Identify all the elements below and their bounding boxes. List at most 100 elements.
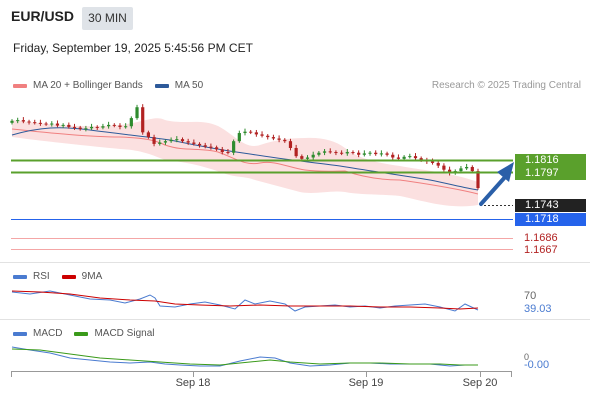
- ma50-swatch: [154, 83, 169, 88]
- candle-body: [21, 120, 25, 122]
- candle-body: [328, 151, 332, 153]
- candle-body: [459, 168, 463, 172]
- candle-body: [283, 139, 287, 142]
- candle-body: [146, 132, 150, 138]
- candle-body: [288, 141, 293, 148]
- candle-body: [419, 158, 423, 161]
- candle-body: [95, 126, 99, 128]
- candle-body: [38, 122, 43, 124]
- candle-body: [50, 123, 54, 125]
- candle-body: [209, 146, 213, 148]
- candle-body: [192, 142, 196, 144]
- rsi-swatch: [13, 274, 27, 279]
- candle-body: [254, 132, 258, 135]
- candle-body: [351, 152, 355, 154]
- candle-body: [470, 166, 474, 172]
- candle-body: [340, 152, 344, 154]
- candle-body: [112, 124, 116, 126]
- x-tick-label: Sep 20: [462, 377, 498, 389]
- candle-body: [72, 126, 77, 128]
- candle-body: [260, 134, 264, 136]
- candle-body: [430, 161, 435, 163]
- main-legend: MA 20 + Bollinger Bands MA 50: [13, 80, 203, 91]
- rsi-ma-swatch: [61, 274, 76, 279]
- candle-body: [271, 137, 276, 139]
- candle-body: [27, 121, 31, 123]
- candle-body: [203, 145, 207, 147]
- candle-body: [163, 141, 168, 143]
- candle-body: [294, 147, 298, 157]
- ma20-swatch: [13, 83, 27, 88]
- timeframe-badge[interactable]: 30 MIN: [82, 7, 133, 30]
- candle-body: [89, 126, 94, 129]
- ma50-line: [11, 127, 479, 191]
- candle-body: [124, 126, 128, 128]
- candle-body: [379, 153, 383, 155]
- candle-body: [465, 166, 469, 169]
- candle-body: [67, 124, 71, 127]
- candle-body: [277, 138, 281, 140]
- chart-datetime: Friday, September 19, 2025 5:45:56 PM CE…: [13, 41, 253, 55]
- candle-body: [266, 135, 270, 138]
- legend-ma20: MA 20 + Bollinger Bands: [33, 80, 143, 91]
- candle-body: [317, 152, 321, 155]
- candle-body: [476, 171, 480, 189]
- candle-body: [214, 147, 219, 150]
- symbol-title: EUR/USD: [11, 8, 75, 24]
- resistance-tag-1: 1.1816: [515, 154, 586, 167]
- macd-line: [11, 346, 478, 367]
- candle-body: [357, 152, 361, 155]
- minor-support-tag-1: 1.1686: [524, 232, 558, 244]
- candle-body: [141, 107, 145, 133]
- candle-body: [129, 118, 133, 127]
- candle-body: [55, 123, 60, 126]
- candle-body: [169, 139, 173, 142]
- candle-body: [186, 141, 190, 143]
- candle-body: [413, 156, 418, 159]
- candle-body: [345, 152, 349, 154]
- candle-body: [158, 142, 162, 144]
- credit-text: Research © 2025 Trading Central: [431, 80, 581, 91]
- candle-body: [135, 107, 139, 119]
- candle-body: [396, 157, 401, 159]
- candle-body: [391, 154, 395, 158]
- candle-body: [402, 156, 406, 159]
- support-tag: 1.1718: [515, 213, 586, 226]
- candle-body: [408, 156, 412, 158]
- candlesticks: [10, 104, 480, 190]
- candle-body: [152, 137, 156, 144]
- forecast-arrow: [479, 174, 508, 206]
- candle-body: [334, 152, 338, 154]
- candle-body: [220, 149, 224, 153]
- x-tick-label: Sep 19: [348, 377, 384, 389]
- candle-body: [44, 123, 48, 125]
- candle-body: [78, 127, 82, 129]
- rsi-last-value: 39.03: [524, 303, 552, 315]
- candle-body: [33, 122, 37, 124]
- macd-signal-swatch: [74, 331, 89, 336]
- rsi-line: [11, 290, 479, 312]
- resistance-tag-2: 1.1797: [515, 167, 586, 180]
- candle-body: [175, 139, 179, 141]
- rsi-legend: RSI 9MA: [13, 271, 102, 282]
- candle-body: [368, 152, 372, 154]
- macd-signal-line: [11, 348, 478, 366]
- candle-body: [84, 128, 88, 130]
- candle-body: [197, 143, 202, 146]
- macd-swatch: [13, 331, 27, 336]
- candle-body: [61, 124, 65, 126]
- legend-ma50: MA 50: [174, 80, 204, 91]
- macd-legend: MACD MACD Signal: [13, 328, 154, 339]
- candle-body: [442, 165, 446, 170]
- candle-body: [118, 125, 122, 127]
- candle-body: [249, 131, 253, 133]
- legend-rsi: RSI: [33, 271, 50, 282]
- candle-body: [107, 124, 111, 127]
- candle-body: [300, 156, 304, 159]
- candle-body: [232, 141, 236, 153]
- candle-body: [374, 152, 378, 155]
- candle-body: [16, 120, 20, 122]
- candle-body: [180, 139, 185, 142]
- candle-body: [243, 131, 247, 134]
